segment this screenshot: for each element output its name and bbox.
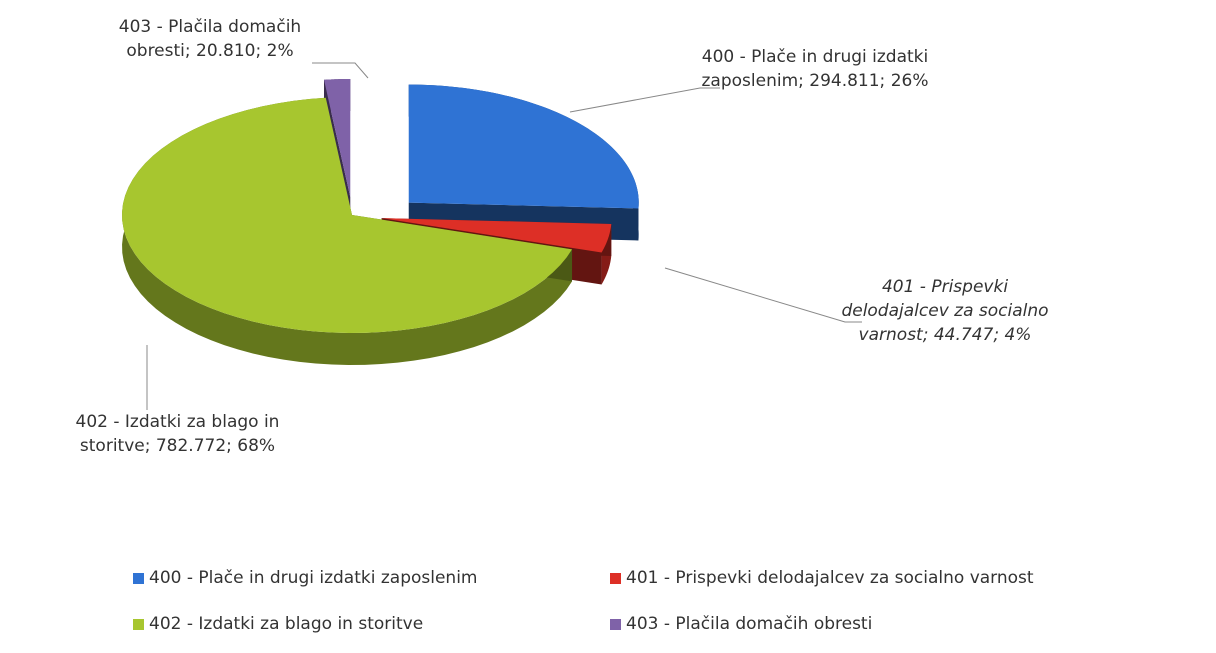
legend-label: 401 - Prispevki delodajalcev za socialno… (626, 568, 1034, 588)
leader-line (312, 62, 369, 79)
legend-item: 401 - Prispevki delodajalcev za socialno… (610, 568, 1034, 588)
legend-label: 403 - Plačila domačih obresti (626, 614, 873, 634)
legend-swatch (133, 572, 144, 584)
legend-swatch (133, 618, 144, 630)
legend-label: 400 - Plače in drugi izdatki zaposlenim (149, 568, 478, 588)
leader-line (569, 87, 720, 113)
slice (408, 84, 639, 209)
legend-item: 400 - Plače in drugi izdatki zaposlenim (133, 568, 478, 588)
legend-label: 402 - Izdatki za blago in storitve (149, 614, 424, 634)
leader-lines (146, 62, 862, 410)
data-label: 402 - Izdatki za blago in storitve; 782.… (75, 412, 280, 456)
leader-line (664, 267, 862, 323)
slice (324, 79, 351, 198)
pie-tops (122, 79, 639, 333)
legend-swatch (610, 572, 621, 584)
legend-item: 403 - Plačila domačih obresti (610, 614, 872, 634)
data-label: 400 - Plače in drugi izdatki zaposlenim;… (701, 47, 929, 91)
data-label: 403 - Plačila domačih obresti; 20.810; 2… (118, 17, 302, 61)
slice (122, 97, 573, 333)
data-label: 401 - Prispevki delodajalcev za socialno… (841, 277, 1049, 345)
legend-item: 402 - Izdatki za blago in storitve (133, 614, 423, 634)
slice (381, 218, 612, 253)
legend-swatch (610, 618, 621, 630)
